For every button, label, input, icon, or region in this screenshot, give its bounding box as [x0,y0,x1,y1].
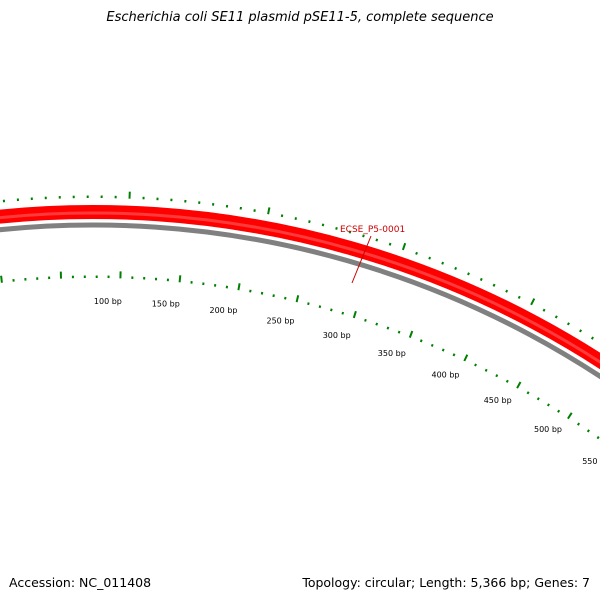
inner-minor-tick [364,318,367,322]
inner-major-tick [463,354,469,362]
outer-minor-tick [492,283,496,287]
plasmid-backbone [0,222,600,380]
gene-label-ecse-p5-0001[interactable]: ECSE_P5-0001 [340,225,405,235]
outer-minor-tick [441,261,445,265]
inner-minor-tick [546,403,550,407]
outer-minor-tick [579,329,583,333]
inner-major-tick [295,295,300,303]
inner-minor-tick [386,326,390,330]
inner-minor-tick [441,348,445,352]
inner-major-tick [567,412,573,420]
scale-label: 100 bp [94,297,122,306]
accession-text: Accession: NC_011408 [9,575,152,590]
inner-minor-tick [318,305,322,309]
inner-minor-tick [474,363,477,367]
scale-label: 300 bp [323,331,351,340]
inner-major-tick [352,310,357,319]
inner-minor-tick [452,353,456,357]
topology-summary: Topology: circular; Length: 5,366 bp; Ge… [302,575,590,590]
gene-label-leader-line [351,235,372,284]
outer-minor-tick [554,315,558,319]
scale-label: 150 bp [152,300,180,309]
inner-minor-tick [586,429,590,433]
outer-minor-tick [479,277,483,281]
scale-labels: 100 bp 150 bp 200 bp 250 bp 300 bp 350 bp 400 … [94,297,600,466]
outer-minor-tick [348,230,352,234]
inner-minor-tick [260,291,264,295]
outer-minor-tick [321,223,325,227]
outer-minor-tick [566,322,570,326]
gene-arc-highlight [0,211,600,364]
inner-minor-tick [526,391,530,395]
inner-tick-ring [0,271,600,440]
inner-minor-tick [596,436,600,440]
outer-minor-tick [428,256,432,260]
inner-major-tick [237,283,241,291]
inner-major-tick [516,381,522,389]
scale-label: 500 bp [534,425,562,434]
inner-minor-tick [284,296,287,300]
outer-minor-tick [517,295,521,299]
map-title: Escherichia coli SE11 plasmid pSE11-5, c… [106,10,494,25]
outer-minor-tick [362,234,365,238]
inner-major-tick [408,330,414,338]
inner-minor-tick [484,368,488,372]
outer-major-tick [267,207,271,215]
outer-minor-tick [505,289,509,293]
scale-label: 350 bp [378,349,406,358]
outer-minor-tick [375,238,379,242]
outer-minor-tick [335,226,338,230]
scale-label: 450 bp [484,396,512,405]
inner-minor-tick [330,308,333,312]
inner-minor-tick [272,294,275,298]
outer-minor-tick [454,266,458,270]
outer-minor-tick [388,242,392,246]
inner-minor-tick [419,339,423,343]
inner-minor-tick [495,374,499,378]
inner-minor-tick [375,322,379,326]
scale-label: 550 bp [582,457,600,466]
outer-minor-tick [280,214,284,218]
inner-minor-tick [576,422,581,426]
inner-minor-tick [557,409,561,413]
outer-tick-ring [2,191,594,340]
outer-minor-tick [590,336,594,340]
inner-minor-tick [341,311,345,315]
scale-label: 400 bp [432,371,460,380]
inner-minor-tick [536,397,540,401]
outer-minor-tick [542,308,546,312]
outer-major-tick [530,298,536,306]
scale-label: 250 bp [267,317,295,326]
inner-major-tick [178,275,182,283]
inner-minor-tick [430,343,434,347]
outer-minor-tick [467,272,470,276]
outer-minor-tick [294,217,297,220]
outer-minor-tick [308,220,311,224]
inner-minor-tick [307,302,310,306]
inner-minor-tick [249,289,252,293]
scale-label: 200 bp [210,306,238,315]
outer-minor-tick [415,251,418,255]
inner-minor-tick [505,379,509,383]
inner-minor-tick [397,330,401,334]
inner-major-tick [0,275,3,283]
outer-major-tick [401,242,407,251]
